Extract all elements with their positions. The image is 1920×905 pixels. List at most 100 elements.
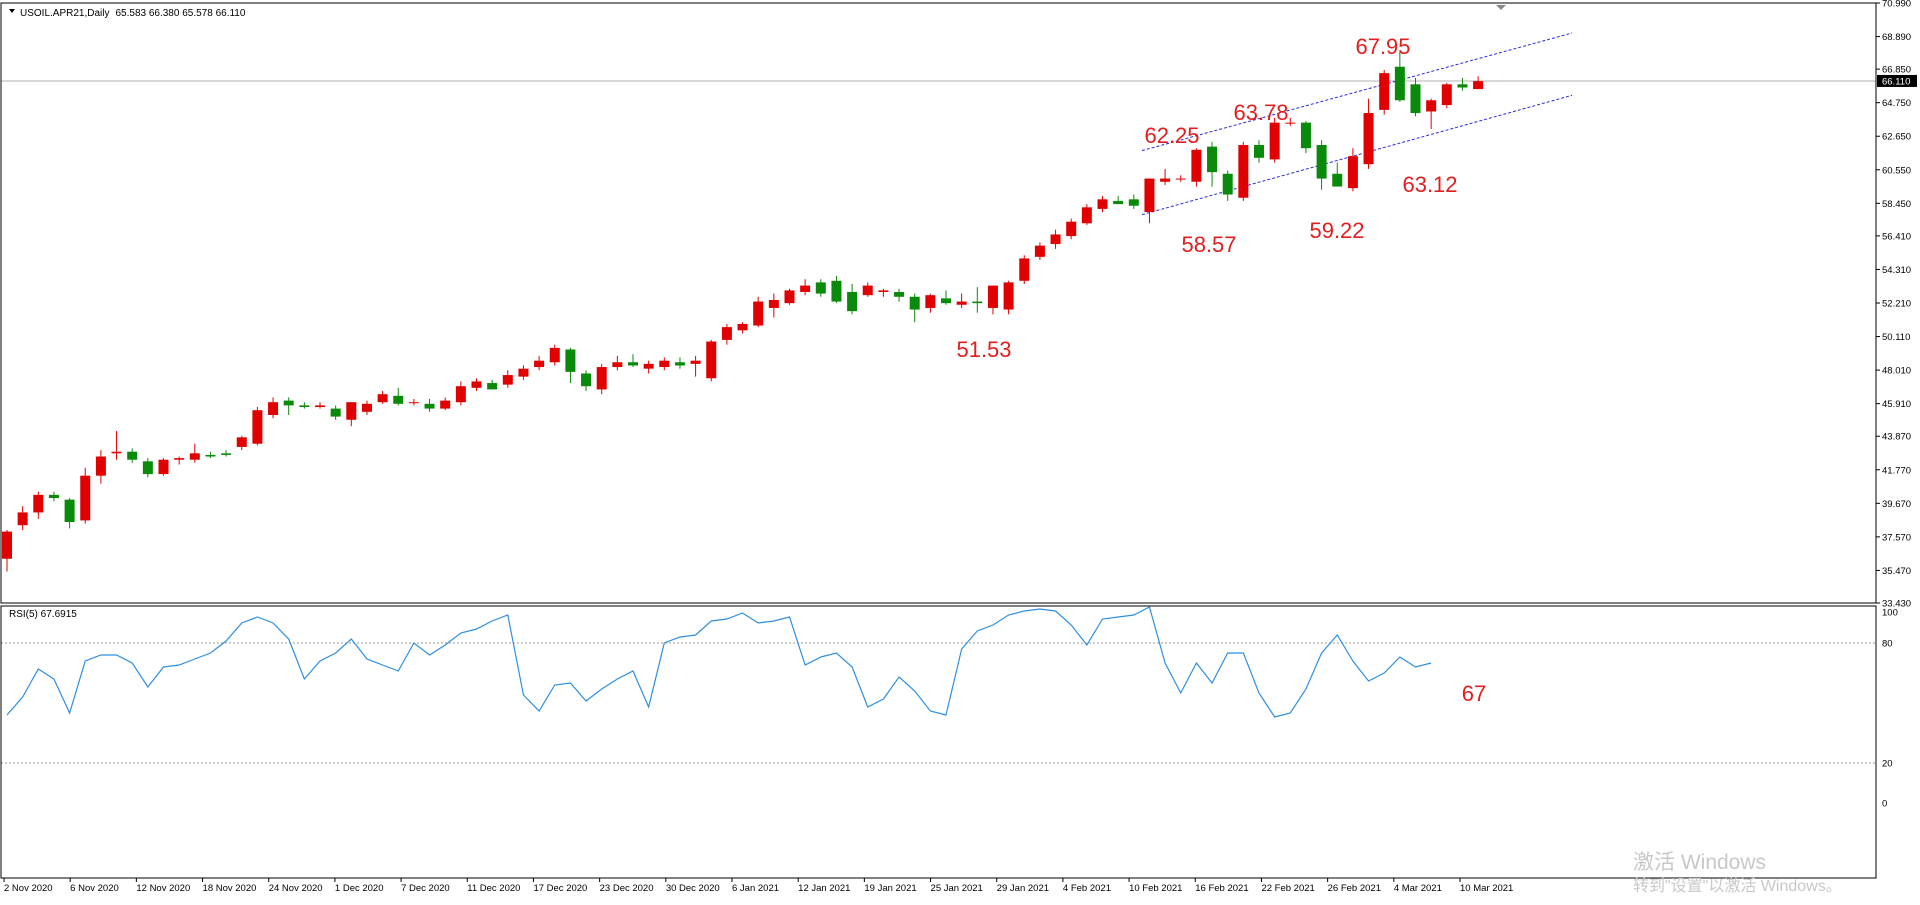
candle-body: [174, 458, 185, 460]
candle: [987, 285, 998, 315]
time-axis-label: 2 Nov 2020: [4, 883, 53, 894]
candle-body: [1473, 81, 1484, 90]
candle: [862, 282, 873, 297]
candle: [1222, 170, 1233, 201]
candle: [487, 379, 498, 390]
candle: [1457, 77, 1468, 91]
candle-body: [268, 402, 279, 415]
time-axis-label: 4 Feb 2021: [1063, 883, 1111, 894]
candle-body: [1238, 145, 1249, 198]
candle: [502, 370, 513, 388]
shift-marker-icon: [1496, 5, 1506, 10]
time-axis-label: 10 Feb 2021: [1129, 883, 1182, 894]
candle: [1269, 117, 1280, 163]
candle: [440, 397, 451, 411]
candle-body: [330, 408, 341, 417]
candle-body: [1113, 200, 1124, 205]
price-axis-label: 39.670: [1882, 499, 1911, 510]
time-axis-label: 19 Jan 2021: [864, 883, 916, 894]
candle-body: [1160, 178, 1171, 182]
candle: [972, 287, 983, 313]
candle: [894, 288, 905, 302]
price-pane: 51.53 58.57 62.25 63.78 59.22 67.95 63.12: [1, 32, 1876, 572]
price-axis-label: 35.470: [1882, 566, 1911, 577]
rsi-axis-label: 100: [1882, 608, 1898, 619]
candle: [1332, 162, 1343, 187]
time-axis-label: 12 Jan 2021: [798, 883, 850, 894]
candle: [1144, 178, 1155, 224]
time-axis-label: 16 Feb 2021: [1195, 883, 1248, 894]
candle: [690, 355, 701, 377]
candle: [1254, 140, 1264, 163]
candle-body: [534, 360, 545, 368]
candle-body: [784, 290, 795, 304]
candle-body: [1207, 146, 1218, 173]
price-axis-label: 54.310: [1882, 265, 1911, 276]
price-axis-label: 60.550: [1882, 165, 1911, 176]
candle: [721, 323, 732, 345]
candle-body: [2, 531, 12, 559]
time-axis-label: 10 Mar 2021: [1460, 883, 1513, 894]
candle-body: [596, 367, 607, 390]
time-axis-label: 17 Dec 2020: [533, 883, 587, 894]
candle-body: [1379, 73, 1390, 110]
candle-body: [737, 323, 748, 331]
candle-body: [252, 410, 263, 444]
candle: [205, 451, 216, 459]
candle: [283, 397, 294, 415]
candle-body: [1300, 122, 1311, 149]
time-axis-label: 6 Nov 2020: [70, 883, 119, 894]
candle-body: [956, 301, 967, 305]
candle-body: [1410, 84, 1421, 114]
time-axis-label: 23 Dec 2020: [600, 883, 654, 894]
candle-body: [847, 291, 858, 312]
candle: [1363, 98, 1374, 169]
candle: [1128, 194, 1139, 209]
candle-body: [768, 299, 779, 308]
time-axis: 2 Nov 2020 6 Nov 2020 12 Nov 2020 18 Nov 20…: [3, 878, 1513, 894]
candle: [408, 399, 419, 406]
price-annotation: 63.12: [1402, 172, 1457, 197]
candle-body: [721, 327, 732, 340]
candle: [1003, 280, 1014, 315]
price-axis: 70.990 68.890 66.850 64.750 62.650 60.550 58.4…: [1876, 0, 1917, 810]
candle-body: [800, 285, 811, 292]
candle-body: [565, 349, 576, 372]
price-axis-label: 33.430: [1882, 599, 1911, 610]
candle: [1316, 140, 1327, 190]
time-axis-label: 4 Mar 2021: [1394, 883, 1442, 894]
candle-body: [1254, 145, 1264, 158]
candle: [847, 283, 858, 315]
price-pane-frame: [0, 2, 1877, 604]
candle-body: [549, 347, 560, 363]
candle-body: [1394, 66, 1405, 101]
candle: [1300, 121, 1311, 153]
candle-body: [1441, 84, 1452, 106]
candle: [33, 491, 44, 519]
candle: [315, 402, 325, 409]
time-axis-label: 18 Nov 2020: [203, 883, 257, 894]
candle-body: [1019, 258, 1030, 281]
candle: [800, 279, 811, 296]
rsi-annotation: 67: [1462, 681, 1486, 706]
candle-body: [95, 456, 106, 476]
price-axis-label: 41.770: [1882, 465, 1911, 476]
candle: [1285, 117, 1296, 126]
candle: [878, 288, 889, 297]
candle: [377, 391, 388, 404]
candle: [127, 448, 138, 463]
candle: [1097, 196, 1108, 213]
time-axis-label: 24 Nov 2020: [269, 883, 323, 894]
candle: [612, 355, 623, 371]
rsi-pane-title: RSI(5) 67.6915: [9, 609, 77, 620]
candle-body: [1097, 199, 1108, 209]
candle-body: [33, 494, 44, 513]
candle: [534, 355, 545, 371]
candle: [659, 357, 670, 371]
price-pane-title: USOIL.APR21,Daily 65.583 66.380 65.578 66…: [20, 8, 246, 19]
price-annotation: 62.25: [1144, 123, 1199, 148]
price-axis-label: 66.850: [1882, 65, 1911, 76]
candle-body: [1316, 145, 1327, 179]
